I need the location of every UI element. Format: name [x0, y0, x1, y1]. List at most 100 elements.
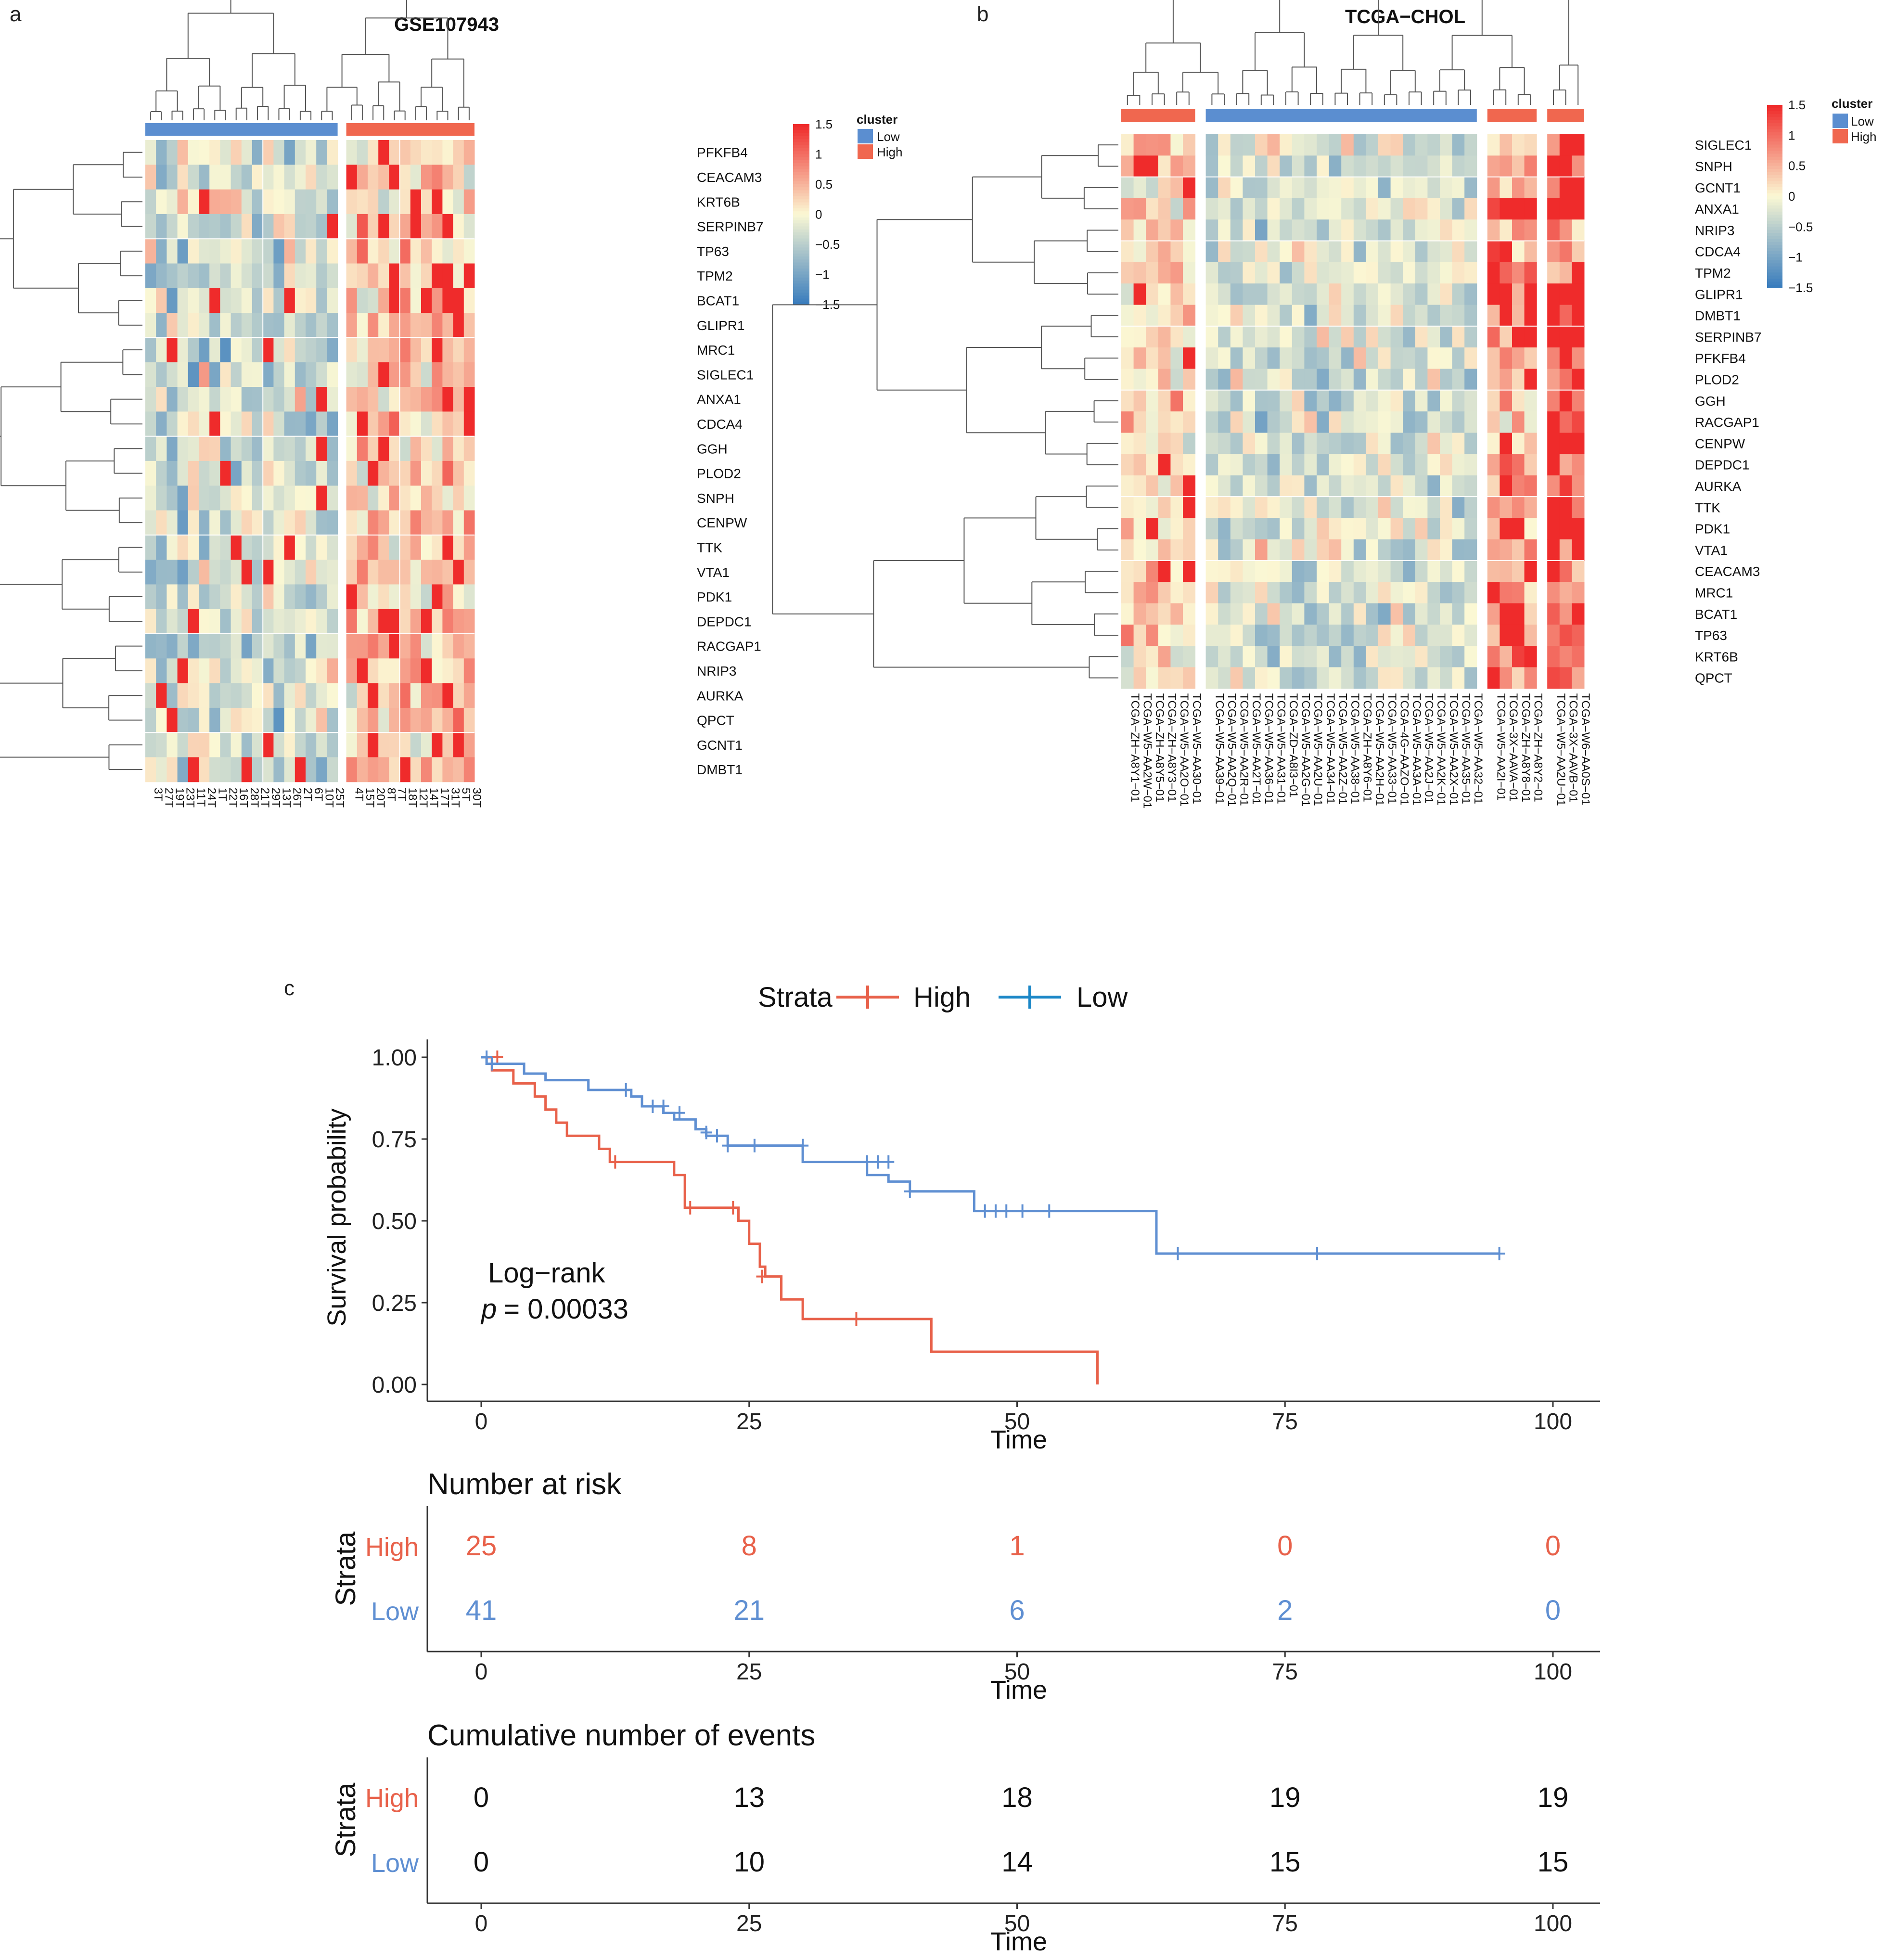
heatmap-cell	[1353, 347, 1366, 369]
sample-label: TCGA−W5−AA2H−01	[1373, 693, 1386, 806]
sample-label: TCGA−W5−AA39−01	[1213, 693, 1226, 804]
heatmap-cell	[1341, 603, 1354, 625]
heatmap-cell	[220, 436, 231, 461]
heatmap-cell	[1255, 177, 1268, 199]
heatmap-cell	[1183, 582, 1196, 604]
heatmap-cell	[241, 214, 253, 239]
heatmap-cell	[357, 313, 368, 338]
heatmap-cell	[1390, 603, 1403, 625]
heatmap-cell	[1183, 347, 1196, 369]
heatmap-cell	[1487, 667, 1500, 689]
color-scale-step	[1767, 190, 1782, 194]
sample-label: TCGA−ZH−A8Y1−01	[1128, 693, 1141, 802]
heatmap-cell	[453, 683, 464, 708]
heatmap-cell	[1267, 561, 1280, 582]
heatmap-cell	[1183, 603, 1196, 625]
heatmap-cell	[295, 683, 306, 708]
heatmap-cell	[167, 658, 178, 684]
gene-label: TP63	[697, 244, 729, 259]
heatmap-cell	[1378, 582, 1391, 604]
heatmap-cell	[1464, 198, 1477, 220]
heatmap-cell	[1121, 497, 1134, 518]
sample-label: TCGA−W5−AA2Q−01	[1225, 693, 1238, 807]
heatmap-cell	[1524, 283, 1537, 305]
heatmap-cell	[295, 362, 306, 387]
x-tick-label: 50	[1004, 1409, 1030, 1435]
heatmap-cell	[263, 683, 274, 708]
heatmap-cell	[1218, 497, 1231, 518]
heatmap-cell	[295, 535, 306, 560]
heatmap-cell	[156, 609, 167, 634]
heatmap-cell	[410, 683, 422, 708]
heatmap-cell	[177, 757, 189, 782]
gene-label: QPCT	[1695, 671, 1732, 686]
heatmap-cell	[1559, 539, 1572, 561]
heatmap-cell	[399, 584, 411, 610]
heatmap-cell	[1403, 326, 1416, 348]
heatmap-cell	[1280, 475, 1293, 497]
heatmap-cell	[1205, 646, 1218, 667]
heatmap-cell	[188, 313, 199, 338]
heatmap-cell	[1572, 262, 1585, 284]
heatmap-cell	[199, 436, 210, 461]
heatmap-cell	[1317, 475, 1330, 497]
gene-label: AURKA	[1695, 479, 1742, 494]
heatmap-cell	[177, 560, 189, 585]
heatmap-cell	[1158, 241, 1171, 263]
sample-label: 20T	[374, 788, 387, 808]
color-scale-step	[1767, 233, 1782, 237]
heatmap-cell	[1183, 283, 1196, 305]
color-scale-step	[793, 133, 809, 137]
heatmap-cell	[231, 387, 242, 412]
heatmap-cell	[177, 362, 189, 387]
heatmap-cell	[463, 362, 475, 387]
heatmap-cell	[442, 214, 454, 239]
color-scale-step	[793, 184, 809, 188]
heatmap-cell	[1292, 433, 1305, 454]
heatmap-cell	[1146, 646, 1159, 667]
heatmap-cell	[1255, 155, 1268, 178]
heatmap-cell	[453, 263, 464, 289]
heatmap-cell	[410, 411, 422, 437]
heatmap-cell	[145, 732, 156, 757]
heatmap-cell	[1158, 582, 1171, 604]
heatmap-cell	[1170, 390, 1183, 412]
color-scale-step	[1767, 163, 1782, 167]
sample-label: 8T	[385, 788, 397, 801]
heatmap-cell	[306, 214, 317, 239]
heatmap-cell	[453, 387, 464, 412]
heatmap-cell	[1183, 390, 1196, 412]
heatmap-cell	[1267, 497, 1280, 518]
heatmap-cell	[231, 683, 242, 708]
sample-label: TCGA−ZD−A8I3−01	[1287, 693, 1300, 798]
heatmap-cell	[1158, 475, 1171, 497]
color-scale-step	[1767, 181, 1782, 185]
heatmap-cell	[1547, 155, 1560, 178]
panel-b-legend: 1.510.50−0.5−1−1.5 cluster Low High	[1767, 96, 1876, 295]
heatmap-cell	[231, 757, 242, 782]
heatmap-cell	[1243, 539, 1256, 561]
heatmap-cell	[231, 140, 242, 165]
heatmap-cell	[1440, 582, 1453, 604]
color-scale-step	[793, 229, 809, 233]
heatmap-cell	[432, 486, 443, 511]
heatmap-cell	[1415, 646, 1428, 667]
heatmap-cell	[1366, 475, 1379, 497]
heatmap-cell	[1158, 454, 1171, 476]
heatmap-cell	[1547, 497, 1560, 518]
panel-a-legend: 1.510.50−0.5−1−1.5 cluster Low High	[793, 112, 902, 312]
heatmap-cell	[1403, 518, 1416, 540]
heatmap-cell	[399, 387, 411, 412]
heatmap-cell	[1487, 155, 1500, 178]
gene-label: SERPINB7	[697, 219, 764, 234]
heatmap-cell	[327, 707, 338, 733]
heatmap-cell	[1133, 134, 1146, 156]
color-scale-step	[793, 220, 809, 224]
heatmap-cell	[1572, 390, 1585, 412]
heatmap-cell	[273, 411, 285, 437]
heatmap-cell	[316, 510, 327, 536]
heatmap-cell	[1205, 497, 1218, 518]
heatmap-cell	[199, 634, 210, 659]
heatmap-cell	[1183, 646, 1196, 667]
heatmap-cell	[1452, 433, 1465, 454]
